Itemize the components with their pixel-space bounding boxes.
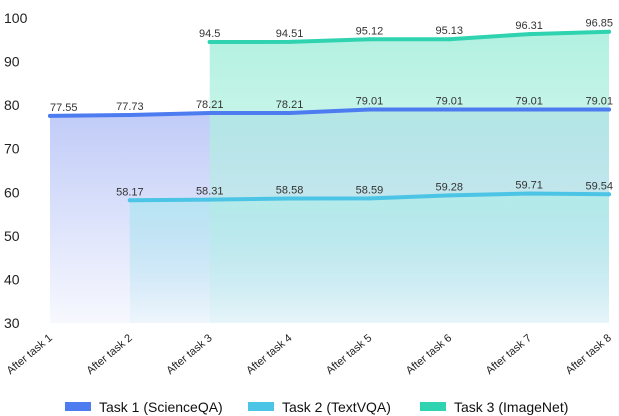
y-tick-label: 60 (4, 184, 20, 200)
data-label: 95.13 (436, 25, 464, 37)
legend-swatch (420, 402, 446, 411)
x-tick-label: After task 7 (484, 332, 534, 377)
data-label: 96.31 (515, 20, 543, 32)
data-point (48, 113, 52, 118)
data-label: 59.54 (585, 180, 613, 192)
data-label: 58.59 (356, 184, 384, 196)
data-point (127, 113, 132, 118)
area-layer (50, 31, 609, 324)
data-point (607, 192, 611, 197)
data-label: 79.01 (515, 95, 543, 107)
data-label: 59.71 (515, 180, 543, 192)
legend-label: Task 1 (ScienceQA) (99, 399, 223, 415)
data-point (367, 107, 372, 112)
data-label: 95.12 (356, 25, 384, 37)
data-label: 58.58 (276, 184, 304, 196)
y-tick-label: 100 (4, 10, 28, 26)
legend-label: Task 2 (TextVQA) (282, 399, 391, 415)
data-point (287, 110, 292, 115)
y-tick-label: 30 (4, 315, 20, 331)
data-point (207, 197, 212, 202)
data-point (527, 107, 532, 112)
data-label: 58.17 (116, 186, 144, 198)
legend: Task 1 (ScienceQA) Task 2 (TextVQA) Task 3… (65, 399, 568, 415)
x-tick-label: After task 1 (5, 332, 55, 377)
y-tick-label: 70 (4, 141, 20, 157)
data-label: 96.85 (585, 18, 613, 30)
legend-swatch (248, 402, 274, 411)
data-label: 79.01 (585, 95, 613, 107)
line-layer (48, 29, 611, 203)
data-label: 79.01 (356, 95, 384, 107)
data-point (367, 37, 372, 42)
data-point (287, 39, 292, 44)
data-point (287, 196, 292, 201)
y-tick-label: 40 (4, 271, 20, 287)
data-point (607, 107, 611, 112)
data-point (207, 39, 212, 44)
y-tick-label: 80 (4, 97, 20, 113)
data-label: 77.73 (116, 101, 144, 113)
data-point (447, 107, 452, 112)
data-point (127, 198, 132, 203)
y-tick-label: 90 (4, 54, 20, 70)
y-tick-label: 50 (4, 228, 20, 244)
data-point (207, 110, 212, 115)
x-tick-label: After task 8 (564, 332, 614, 377)
data-label: 59.28 (436, 181, 464, 193)
data-label: 94.5 (199, 28, 220, 40)
legend-label: Task 3 (ImageNet) (454, 399, 568, 415)
data-label: 94.51 (276, 28, 304, 40)
series-area-3 (209, 31, 609, 323)
data-label-layer: 77.55 77.73 78.21 78.21 79.01 79.01 79.01 79.01… (50, 18, 613, 199)
data-label: 78.21 (196, 99, 224, 111)
data-point (367, 196, 372, 201)
x-tick-label: After task 6 (404, 332, 454, 377)
data-label: 58.31 (196, 186, 224, 198)
data-label: 78.21 (276, 99, 304, 111)
data-point (607, 29, 611, 34)
data-label: 79.01 (436, 95, 464, 107)
data-point (447, 37, 452, 42)
series-line-1 (48, 107, 611, 118)
legend-swatch (65, 402, 91, 411)
x-tick-label: After task 4 (244, 332, 294, 377)
data-point (447, 193, 452, 198)
data-label: 77.55 (50, 102, 78, 114)
x-tick-label: After task 5 (324, 332, 374, 377)
x-tick-label: After task 3 (164, 332, 214, 377)
data-point (527, 191, 532, 196)
x-tick-label: After task 2 (84, 332, 134, 377)
data-point (527, 32, 532, 37)
series-line-3 (207, 29, 611, 44)
